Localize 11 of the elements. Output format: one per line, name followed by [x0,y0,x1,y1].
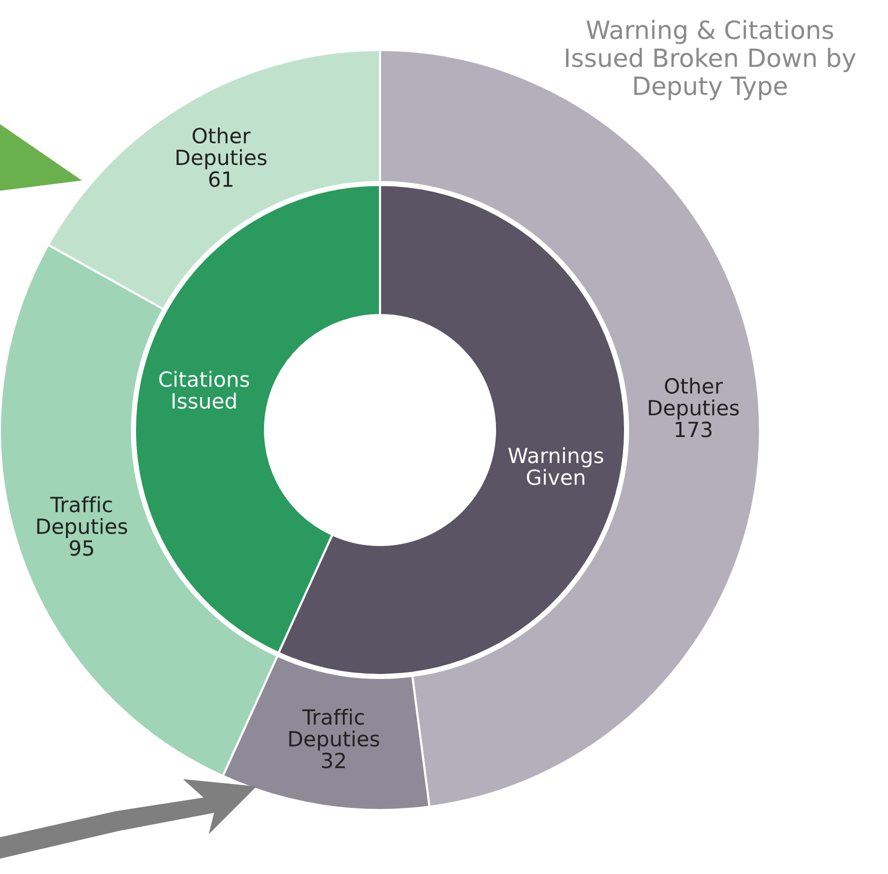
text: Traffic Deputies [37,496,128,538]
data-label: 61 [209,171,232,188]
text: Warnings Given [508,447,604,486]
data-label: 32 [322,752,345,768]
data-label: 95 [70,540,94,556]
text: Other Deputies [176,127,266,170]
text: Traffic Deputies [289,708,380,751]
chart-title: Warning & Citations Issued Broken Down by Deputy Type [566,20,856,100]
text: Citations Issued [159,370,250,409]
data-label: 173 [676,422,712,438]
text: Other Deputies [648,378,739,420]
